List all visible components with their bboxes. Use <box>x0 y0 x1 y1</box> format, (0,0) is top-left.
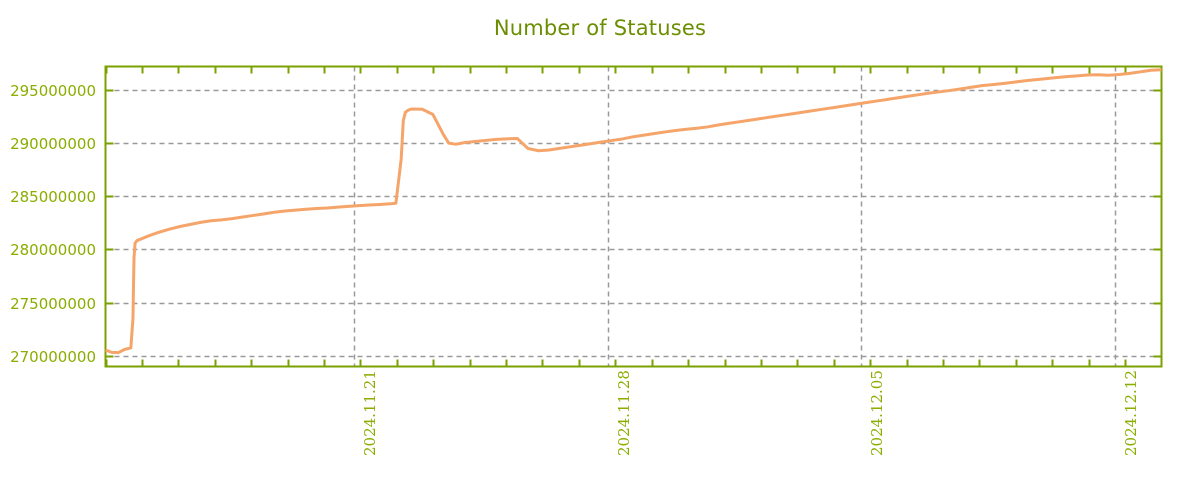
y-axis-tick-label: 295000000 <box>10 81 96 100</box>
x-axis-tick-label: 2024.12.05 <box>867 369 886 456</box>
plot-frame <box>104 65 1163 368</box>
x-axis-tick-label: 2024.12.12 <box>1121 369 1140 456</box>
y-axis-tick-label: 280000000 <box>10 240 96 259</box>
y-axis-tick-label: 275000000 <box>10 294 96 313</box>
x-axis-tick-label: 2024.11.21 <box>360 369 379 456</box>
x-axis-tick-label: 2024.11.28 <box>614 369 633 456</box>
y-axis-tick-label: 285000000 <box>10 187 96 206</box>
y-axis-tick-label: 290000000 <box>10 134 96 153</box>
data-series-number-of-statuses <box>104 68 1162 355</box>
grid-lines <box>105 66 1162 367</box>
y-axis-tick-label: 270000000 <box>10 347 96 366</box>
axis-ticks <box>105 66 1162 367</box>
chart-title: Number of Statuses <box>493 16 707 40</box>
